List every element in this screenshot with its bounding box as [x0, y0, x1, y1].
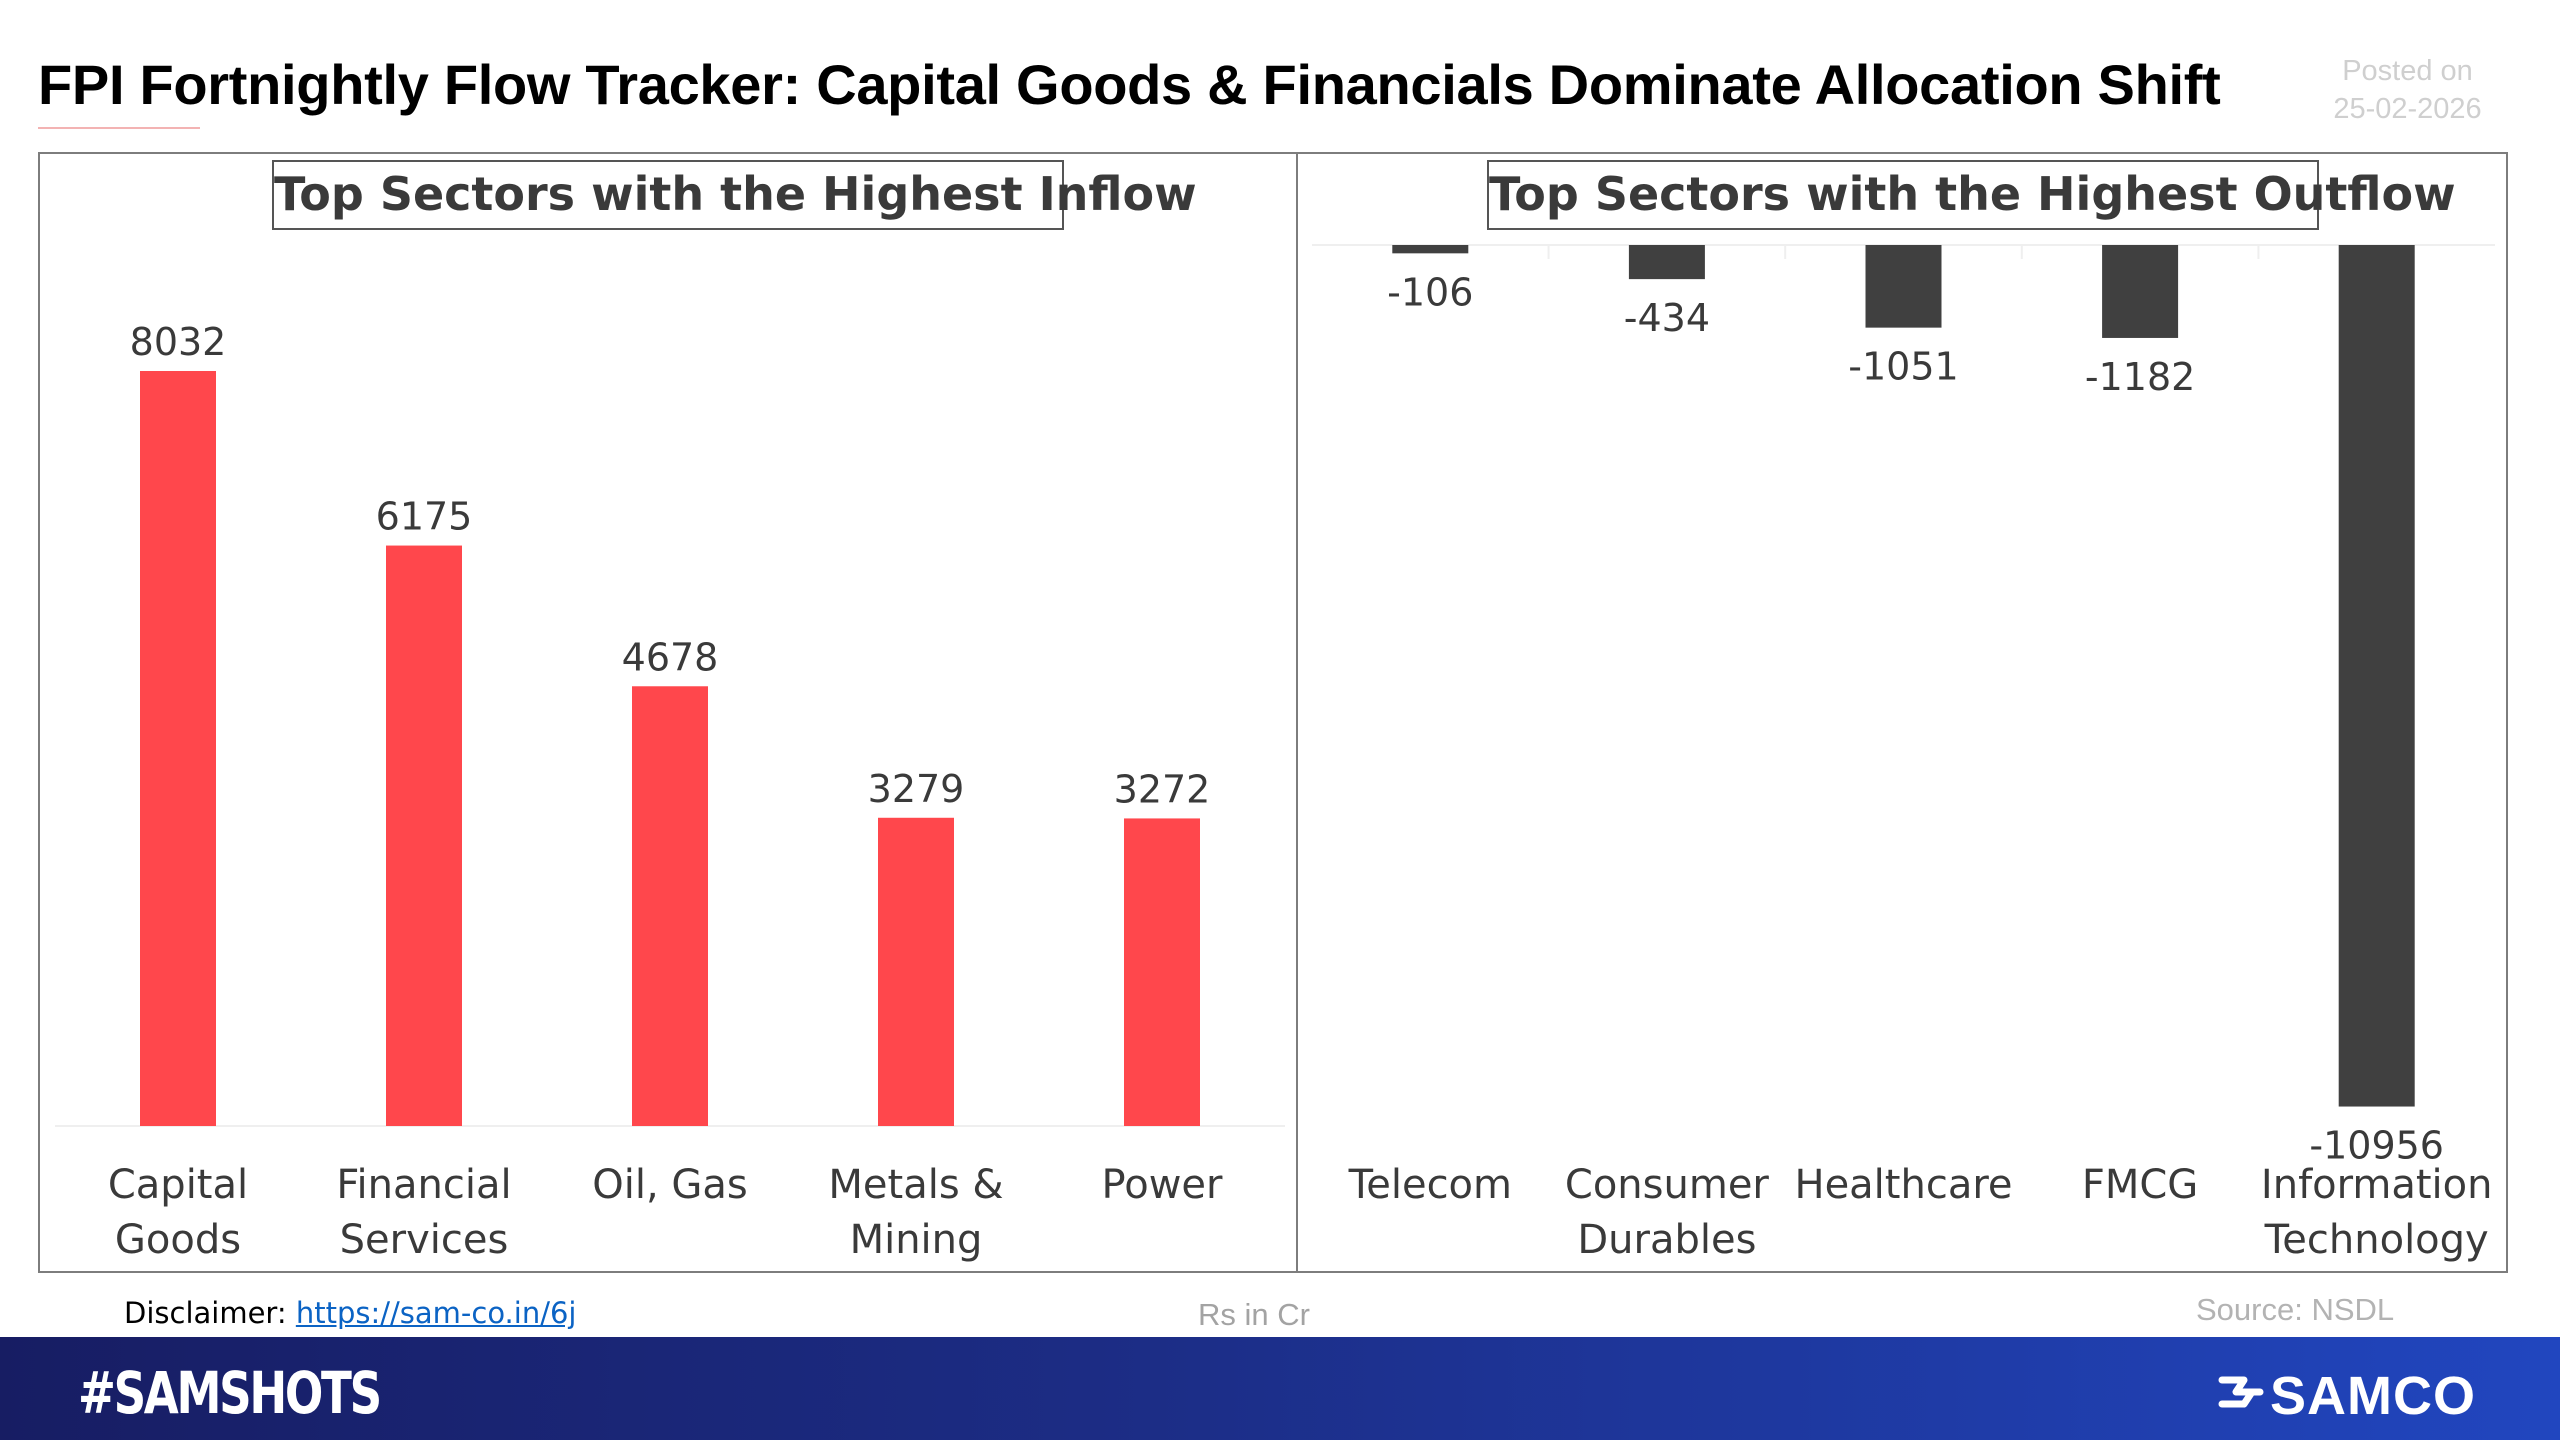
disclaimer-link[interactable]: https://sam-co.in/6j: [295, 1296, 577, 1330]
inflow-chart-title: Top Sectors with the Highest Inflow: [272, 160, 1197, 230]
data-label: -1051: [1848, 345, 1958, 389]
charts-divider: [1296, 152, 1298, 1273]
title-underline: [38, 127, 200, 129]
data-label: -1182: [2085, 355, 2195, 399]
posted-date: 25-02-2026: [2333, 93, 2482, 125]
bar-inflow: [1124, 818, 1200, 1126]
units-note: Rs in Cr: [1198, 1297, 1310, 1332]
bar-inflow: [386, 545, 462, 1126]
bar-inflow: [878, 817, 954, 1126]
bar-outflow: [2102, 245, 2179, 338]
category-label: Power: [1102, 1162, 1223, 1208]
data-label: 6175: [376, 495, 473, 539]
posted-label: Posted on: [2342, 55, 2473, 87]
category-label: Financial: [336, 1162, 511, 1208]
charts-canvas: 8032 Capital Goods 6175 Financial Services 467…: [55, 244, 2495, 1263]
category-label: FMCG: [2082, 1162, 2198, 1208]
brand-name: SAMCO: [2270, 1366, 2476, 1426]
data-label: -106: [1387, 270, 1473, 314]
samco-logo-icon: [2218, 1365, 2264, 1427]
bar-inflow: [140, 370, 216, 1126]
category-label: Durables: [1577, 1217, 1756, 1263]
disclaimer: Disclaimer: https://sam-co.in/6j: [124, 1296, 576, 1330]
category-label: Services: [340, 1217, 509, 1263]
page-title: FPI Fortnightly Flow Tracker: Capital Go…: [38, 53, 2221, 116]
bar-outflow: [1628, 245, 1705, 280]
data-label: 3279: [868, 767, 965, 811]
category-label: Goods: [115, 1217, 241, 1263]
posted-info: Posted on 25-02-2026: [2310, 52, 2505, 128]
category-label: Telecom: [1348, 1162, 1512, 1208]
category-label: Mining: [850, 1217, 983, 1263]
source-note: Source: NSDL: [2196, 1292, 2395, 1327]
bar-outflow: [1865, 245, 1942, 328]
bar-outflow: [1392, 245, 1469, 254]
data-label: 8032: [130, 320, 227, 364]
bar-outflow: [2338, 245, 2415, 1107]
footer-bar: #SAMSHOTS SAMCO: [0, 1337, 2560, 1440]
data-label: -434: [1624, 296, 1710, 340]
hashtag-label: #SAMSHOTS: [78, 1359, 382, 1427]
category-label: Metals &: [828, 1162, 1003, 1208]
category-label: Healthcare: [1794, 1162, 2012, 1208]
data-label: 4678: [622, 635, 719, 679]
category-label: Information: [2261, 1162, 2493, 1208]
data-label: -10956: [2309, 1124, 2444, 1168]
brand-logo: SAMCO: [2218, 1365, 2476, 1427]
category-label: Consumer: [1565, 1162, 1770, 1208]
data-label: 3272: [1114, 767, 1211, 811]
category-label: Technology: [2264, 1217, 2489, 1263]
outflow-chart-title: Top Sectors with the Highest Outflow: [1487, 160, 2456, 230]
charts-frame: [38, 152, 2508, 1273]
disclaimer-label: Disclaimer:: [124, 1296, 287, 1330]
category-label: Capital: [108, 1162, 248, 1208]
bar-inflow: [632, 686, 708, 1126]
category-label: Oil, Gas: [592, 1162, 748, 1208]
